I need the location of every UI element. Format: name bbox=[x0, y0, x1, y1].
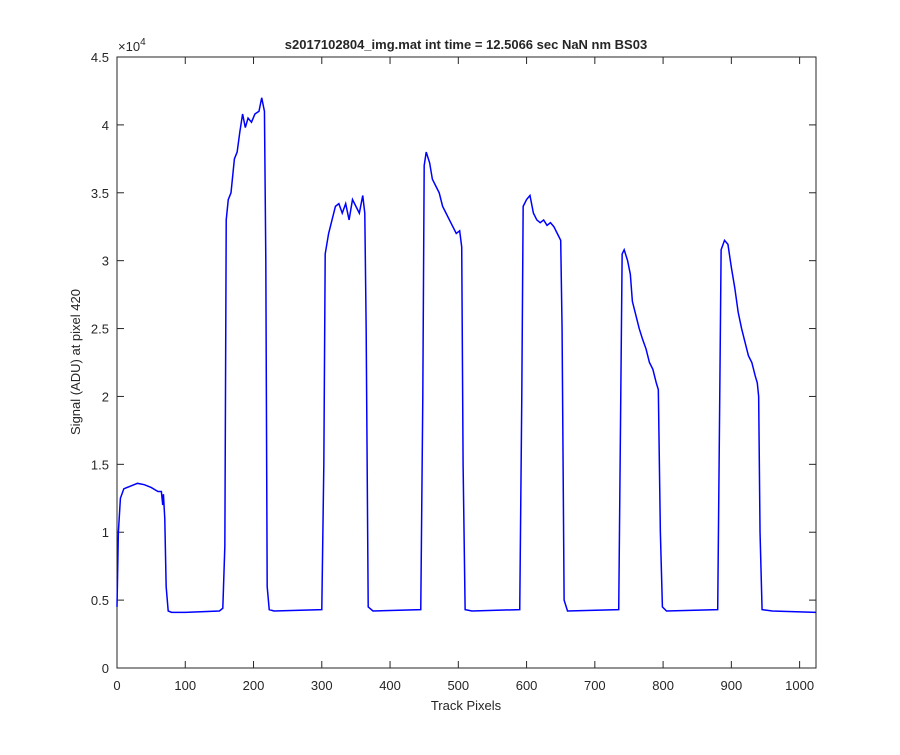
x-tick-label: 1000 bbox=[785, 678, 814, 693]
y-exponent-power: 4 bbox=[140, 37, 146, 48]
x-tick-label: 200 bbox=[243, 678, 265, 693]
x-tick-label: 400 bbox=[379, 678, 401, 693]
y-tick-label: 2.5 bbox=[91, 322, 109, 337]
y-tick-label: 1.5 bbox=[91, 457, 109, 472]
x-axis-label: Track Pixels bbox=[431, 698, 502, 713]
y-tick-label: 4.5 bbox=[91, 50, 109, 65]
x-tick-label: 300 bbox=[311, 678, 333, 693]
chart-title: s2017102804_img.mat int time = 12.5066 s… bbox=[285, 37, 647, 52]
y-tick-label: 0.5 bbox=[91, 593, 109, 608]
x-tick-label: 600 bbox=[516, 678, 538, 693]
y-tick-label: 0 bbox=[102, 661, 109, 676]
x-tick-label: 0 bbox=[113, 678, 120, 693]
y-exponent: ×104 bbox=[118, 37, 146, 54]
y-tick-label: 4 bbox=[102, 118, 109, 133]
y-axis-label: Signal (ADU) at pixel 420 bbox=[68, 289, 83, 435]
x-tick-label: 700 bbox=[584, 678, 606, 693]
x-tick-label: 800 bbox=[652, 678, 674, 693]
y-tick-label: 1 bbox=[102, 525, 109, 540]
y-tick-label: 3 bbox=[102, 254, 109, 269]
y-tick-label: 2 bbox=[102, 389, 109, 404]
x-tick-label: 900 bbox=[721, 678, 743, 693]
y-tick-label: 3.5 bbox=[91, 186, 109, 201]
data-line bbox=[116, 97, 817, 614]
axes-box bbox=[116, 56, 817, 669]
x-tick-label: 500 bbox=[447, 678, 469, 693]
x-tick-label: 100 bbox=[174, 678, 196, 693]
y-exponent-base: ×10 bbox=[118, 39, 140, 54]
